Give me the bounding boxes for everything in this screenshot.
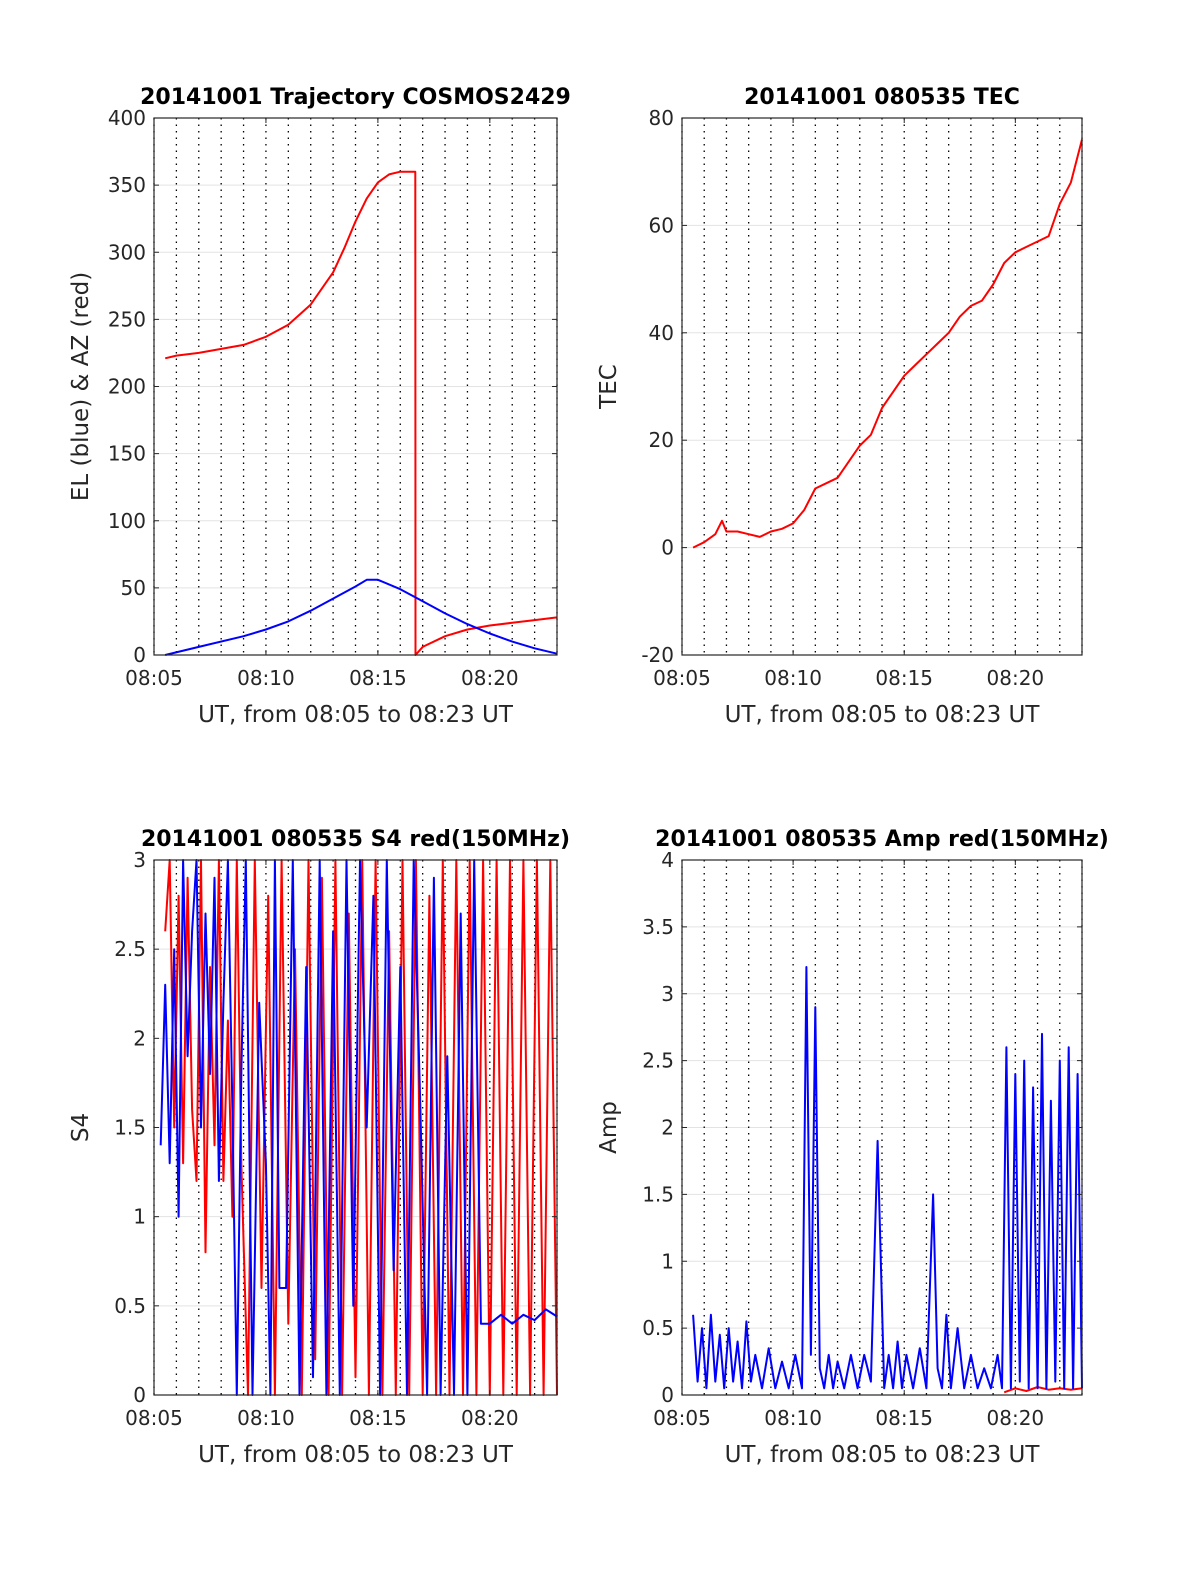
x-tick-label: 08:10 [764, 666, 822, 690]
x-tick-label: 08:20 [461, 1406, 519, 1430]
y-tick-label: 2.5 [642, 1049, 674, 1073]
y-tick-label: 40 [649, 321, 674, 345]
x-axis-label: UT, from 08:05 to 08:23 UT [198, 702, 514, 728]
x-tick-label: 08:10 [237, 1406, 295, 1430]
y-tick-label: 250 [108, 307, 146, 331]
y-tick-label: 0 [133, 1383, 146, 1407]
y-axis-label: EL (blue) & AZ (red) [68, 272, 94, 501]
y-tick-label: 3.5 [642, 915, 674, 939]
series-line-1 [164, 170, 558, 656]
series-line-1 [1003, 1386, 1083, 1394]
y-tick-label: -20 [641, 643, 674, 667]
chart-title: 20141001 Trajectory COSMOS2429 [140, 85, 571, 110]
x-axis-label: UT, from 08:05 to 08:23 UT [198, 1442, 514, 1468]
y-tick-label: 1 [661, 1249, 674, 1273]
y-axis-label: Amp [596, 1101, 622, 1154]
x-tick-label: 08:05 [125, 1406, 183, 1430]
x-tick-label: 08:15 [875, 666, 933, 690]
chart-title: 20141001 080535 Amp red(150MHz) [655, 827, 1109, 852]
y-axis-label: TEC [596, 364, 622, 410]
x-tick-label: 08:05 [125, 666, 183, 690]
x-tick-label: 08:20 [987, 1406, 1045, 1430]
plot-area [682, 118, 1082, 655]
y-tick-label: 400 [108, 106, 146, 130]
chart-panel-3: 0 0.5 1 1.5 2 2.5 3 08:05 08:10 08:15 08:20 2014100… [68, 827, 570, 1468]
series-line-2 [692, 966, 1083, 1390]
chart-title: 20141001 080535 S4 red(150MHz) [141, 827, 570, 852]
y-tick-label: 2 [133, 1026, 146, 1050]
x-tick-label: 08:15 [349, 1406, 407, 1430]
y-tick-label: 2.5 [114, 937, 146, 961]
y-tick-label: 3 [661, 982, 674, 1006]
y-tick-label: 20 [649, 428, 674, 452]
y-tick-label: 150 [108, 442, 146, 466]
y-tick-label: 350 [108, 173, 146, 197]
y-tick-label: 200 [108, 375, 146, 399]
y-tick-label: 80 [649, 106, 674, 130]
chart-title: 20141001 080535 TEC [744, 85, 1020, 110]
axes-box [681, 117, 1083, 656]
y-axis-label: S4 [68, 1113, 94, 1142]
series-line-1 [692, 139, 1083, 549]
y-tick-label: 2 [661, 1116, 674, 1140]
x-axis-label: UT, from 08:05 to 08:23 UT [725, 702, 1041, 728]
y-tick-label: 0 [661, 536, 674, 560]
x-tick-label: 08:05 [653, 666, 711, 690]
y-tick-label: 50 [121, 576, 146, 600]
y-tick-label: 4 [661, 848, 674, 872]
y-tick-label: 100 [108, 509, 146, 533]
x-tick-label: 08:15 [349, 666, 407, 690]
chart-panel-4: 0 0.5 1 1.5 2 2.5 3 3.5 4 08:05 08:10 08:15 08:20 201… [596, 827, 1109, 1468]
series-line-2 [164, 578, 558, 656]
y-tick-label: 0.5 [642, 1316, 674, 1340]
x-tick-label: 08:05 [653, 1406, 711, 1430]
y-tick-label: 0.5 [114, 1294, 146, 1318]
x-tick-label: 08:10 [237, 666, 295, 690]
chart-panel-1: 0 50 100 150 200 250 300 350 400 08:05 08:10 08:15 0… [68, 85, 571, 728]
y-tick-label: 1.5 [114, 1116, 146, 1140]
x-tick-label: 08:15 [875, 1406, 933, 1430]
y-tick-label: 0 [133, 643, 146, 667]
y-tick-label: 1 [133, 1205, 146, 1229]
x-axis-label: UT, from 08:05 to 08:23 UT [725, 1442, 1041, 1468]
y-tick-label: 0 [661, 1383, 674, 1407]
x-tick-label: 08:10 [764, 1406, 822, 1430]
y-tick-label: 3 [133, 848, 146, 872]
chart-panel-2: -20 0 20 40 60 80 08:05 08:10 08:15 08:20 20141001… [596, 85, 1083, 728]
x-tick-label: 08:20 [987, 666, 1045, 690]
y-tick-label: 60 [649, 213, 674, 237]
y-tick-label: 300 [108, 240, 146, 264]
x-tick-label: 08:20 [461, 666, 519, 690]
y-tick-label: 1.5 [642, 1182, 674, 1206]
